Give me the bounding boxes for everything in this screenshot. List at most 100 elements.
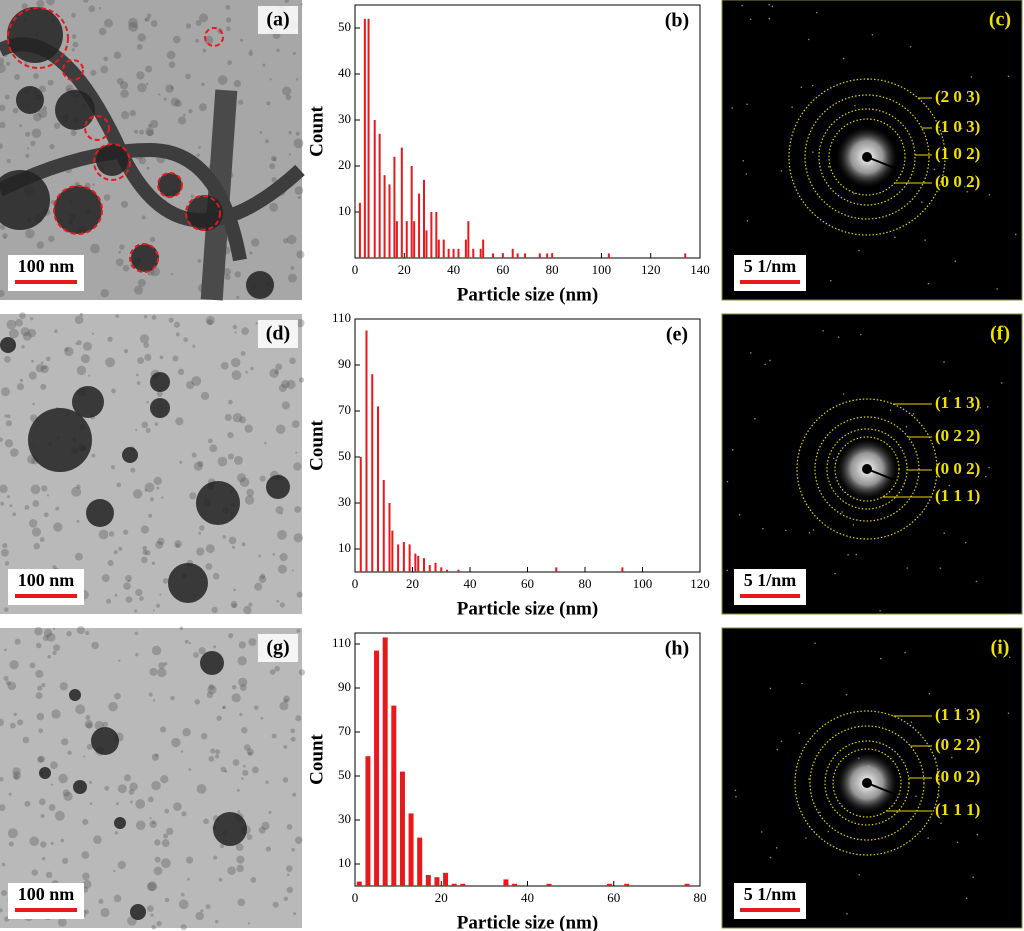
spot bbox=[726, 569, 729, 572]
texture bbox=[155, 753, 159, 757]
spot bbox=[871, 33, 874, 36]
scale-bar bbox=[740, 280, 800, 284]
texture bbox=[28, 371, 37, 380]
texture bbox=[38, 798, 46, 806]
texture bbox=[151, 645, 162, 656]
texture bbox=[136, 381, 141, 385]
texture bbox=[148, 513, 153, 518]
spot bbox=[738, 514, 741, 516]
spot bbox=[1007, 712, 1010, 714]
bar bbox=[430, 212, 433, 258]
highlight-circle bbox=[204, 27, 224, 47]
texture bbox=[220, 844, 225, 849]
spot bbox=[853, 192, 855, 195]
texture bbox=[216, 715, 222, 721]
texture bbox=[0, 777, 4, 782]
texture bbox=[288, 130, 292, 135]
texture bbox=[214, 754, 220, 759]
texture bbox=[239, 712, 243, 717]
texture bbox=[13, 774, 19, 780]
texture bbox=[164, 808, 170, 814]
x-tick-label: 20 bbox=[398, 262, 411, 277]
texture bbox=[50, 783, 54, 786]
spot bbox=[812, 151, 814, 153]
texture bbox=[286, 824, 293, 830]
spot bbox=[842, 393, 845, 395]
texture bbox=[243, 764, 246, 768]
texture bbox=[156, 486, 160, 490]
texture bbox=[8, 792, 12, 796]
ring bbox=[788, 78, 946, 236]
highlight-circle bbox=[185, 195, 221, 231]
texture bbox=[52, 565, 57, 570]
x-tick-label: 0 bbox=[352, 262, 359, 277]
texture bbox=[0, 804, 6, 812]
texture bbox=[135, 653, 139, 657]
texture bbox=[146, 905, 154, 913]
texture bbox=[198, 146, 201, 149]
texture bbox=[71, 34, 77, 39]
texture bbox=[139, 334, 150, 344]
texture bbox=[206, 691, 214, 699]
texture bbox=[7, 681, 17, 691]
texture bbox=[222, 706, 225, 709]
spot bbox=[956, 841, 959, 844]
bar bbox=[382, 637, 388, 886]
spot bbox=[847, 554, 849, 556]
texture bbox=[33, 112, 42, 122]
x-axis-title: Particle size (nm) bbox=[457, 912, 598, 931]
texture bbox=[139, 596, 144, 601]
texture bbox=[31, 527, 42, 537]
spot bbox=[943, 361, 945, 363]
texture bbox=[19, 124, 23, 128]
texture bbox=[64, 346, 74, 357]
texture bbox=[16, 383, 25, 391]
texture bbox=[51, 709, 61, 719]
texture bbox=[212, 572, 220, 580]
texture bbox=[1, 889, 8, 896]
bar bbox=[408, 813, 414, 886]
texture bbox=[166, 50, 176, 60]
texture bbox=[40, 814, 45, 818]
texture bbox=[40, 841, 47, 848]
texture bbox=[149, 119, 159, 129]
spot bbox=[776, 748, 779, 751]
scale-bar-label: 5 1/nm bbox=[744, 570, 797, 590]
texture bbox=[151, 925, 157, 930]
texture bbox=[98, 27, 107, 36]
texture bbox=[66, 631, 72, 637]
bar bbox=[479, 248, 482, 258]
texture bbox=[232, 759, 240, 766]
bar bbox=[435, 212, 438, 258]
texture bbox=[259, 131, 263, 134]
texture bbox=[294, 505, 302, 513]
highlight-circle bbox=[93, 143, 131, 181]
texture bbox=[144, 18, 148, 22]
particle bbox=[86, 499, 114, 527]
spot bbox=[855, 553, 858, 556]
texture bbox=[0, 224, 6, 230]
tem-image: (a) 100 nm bbox=[0, 0, 305, 301]
texture bbox=[208, 755, 215, 762]
texture bbox=[108, 701, 118, 712]
beam-stop-arm bbox=[866, 782, 913, 802]
x-axis-title: Particle size (nm) bbox=[457, 598, 598, 619]
bar bbox=[423, 179, 425, 258]
texture bbox=[145, 16, 150, 22]
texture bbox=[0, 143, 3, 149]
texture bbox=[224, 413, 232, 421]
texture bbox=[60, 838, 65, 843]
texture bbox=[207, 685, 217, 695]
scale-bar-label: 5 1/nm bbox=[744, 256, 797, 276]
texture bbox=[136, 44, 143, 50]
texture bbox=[246, 748, 254, 756]
bar bbox=[378, 133, 381, 258]
spot bbox=[768, 3, 770, 6]
texture bbox=[222, 534, 227, 539]
x-tick-label: 20 bbox=[406, 576, 419, 591]
texture bbox=[145, 127, 155, 137]
highlight-circle bbox=[7, 7, 69, 69]
texture bbox=[45, 356, 51, 362]
texture bbox=[241, 777, 244, 780]
texture bbox=[90, 243, 100, 254]
